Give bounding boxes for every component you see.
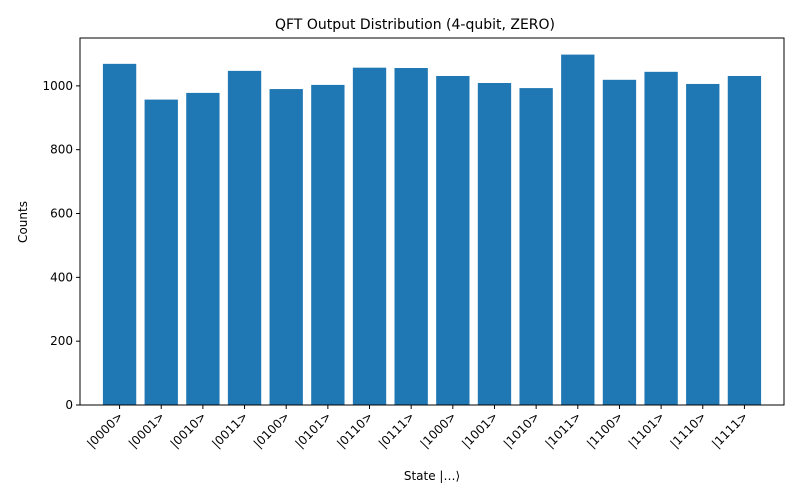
x-tick-label: |0101> xyxy=(293,409,334,450)
bar xyxy=(227,70,262,406)
chart-title: QFT Output Distribution (4-qubit, ZERO) xyxy=(275,17,555,33)
x-axis: |0000> |0001> |0010> |0011> |0100> |0101> |011… xyxy=(84,405,751,451)
bar xyxy=(561,54,595,405)
y-axis-label: Counts xyxy=(16,201,30,243)
y-tick-label: 0 xyxy=(65,398,73,412)
bar xyxy=(686,83,720,406)
bar xyxy=(186,92,220,405)
x-tick-label: |1101> xyxy=(626,409,667,450)
x-tick-label: |1010> xyxy=(501,409,542,450)
plot-frame xyxy=(79,37,785,406)
x-tick-label: |0001> xyxy=(126,409,167,450)
bar xyxy=(519,88,553,405)
bar xyxy=(644,71,678,406)
x-tick-label: |1111> xyxy=(709,409,750,450)
x-tick-label: |1110> xyxy=(667,409,708,450)
bar xyxy=(144,99,178,406)
y-tick-label: 800 xyxy=(50,143,73,157)
x-tick-label: |1100> xyxy=(584,409,625,450)
y-tick-label: 200 xyxy=(50,334,73,348)
bar xyxy=(477,82,512,406)
bar xyxy=(269,89,303,406)
x-tick-label: |0111> xyxy=(376,409,417,450)
x-axis-label: State |…⟩ xyxy=(404,469,460,483)
x-tick-label: |0011> xyxy=(209,409,250,450)
x-tick-label: |1001> xyxy=(459,409,500,450)
bar xyxy=(102,63,137,406)
x-tick-label: |0000> xyxy=(84,409,125,450)
bar xyxy=(727,75,762,405)
bar xyxy=(394,67,428,405)
y-tick-label: 1000 xyxy=(42,79,73,93)
bar xyxy=(436,75,470,405)
y-tick-label: 400 xyxy=(50,270,73,284)
y-axis: 0 200 400 600 800 1000 xyxy=(42,79,80,412)
x-tick-label: |1011> xyxy=(542,409,583,450)
bar xyxy=(602,79,637,405)
x-tick-label: |0010> xyxy=(168,409,209,450)
x-tick-label: |1000> xyxy=(417,409,458,450)
y-tick-label: 600 xyxy=(50,207,73,221)
bars xyxy=(102,54,762,406)
bar xyxy=(352,67,387,405)
x-tick-label: |0100> xyxy=(251,409,292,450)
bar xyxy=(311,84,345,405)
x-tick-label: |0110> xyxy=(334,409,375,450)
